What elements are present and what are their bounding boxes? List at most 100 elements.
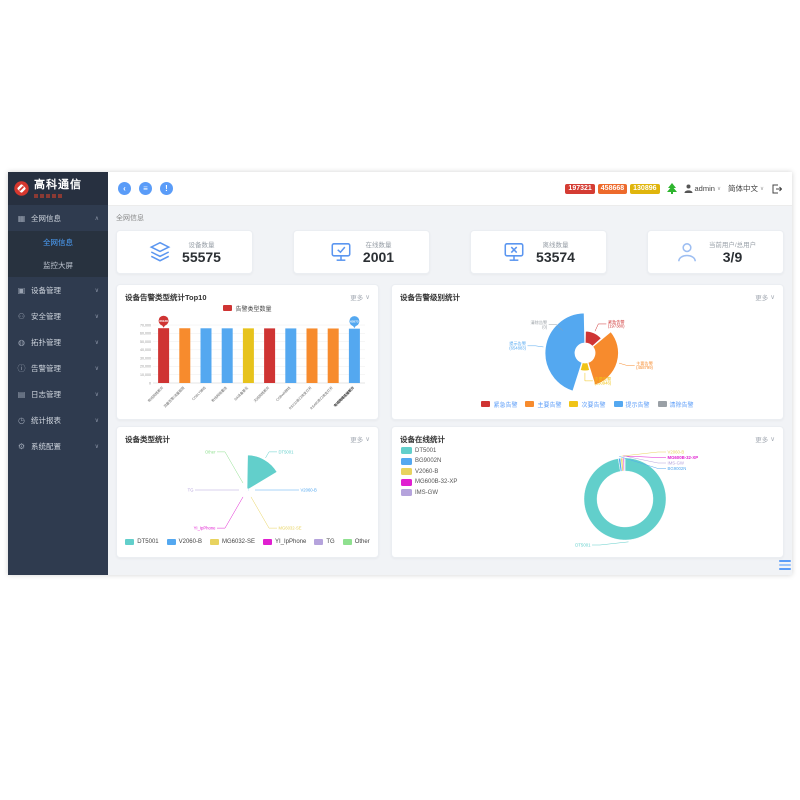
svg-text:有线网络重连: 有线网络重连 bbox=[210, 385, 228, 403]
monitor-check-icon bbox=[331, 243, 351, 261]
device-type-legend-item[interactable]: MG6032-SE bbox=[209, 539, 255, 545]
alarm-level-legend-item[interactable]: 主要告警 bbox=[525, 400, 561, 409]
info-icon: ⓘ bbox=[17, 363, 26, 373]
alarm-count-badge-2[interactable]: 130896 bbox=[630, 183, 660, 194]
back-button[interactable]: ‹ bbox=[118, 182, 131, 195]
svg-text:DT5001: DT5001 bbox=[575, 542, 591, 547]
legend-swatch bbox=[166, 539, 176, 545]
sidebar-item-5[interactable]: ▤ 日志管理 ∨ bbox=[17, 389, 99, 399]
svg-text:50,000: 50,000 bbox=[140, 340, 151, 344]
legend-swatch bbox=[525, 401, 535, 407]
device-type-legend-item[interactable]: DT5001 bbox=[125, 539, 159, 545]
device-type-legend-item[interactable]: V2060-B bbox=[166, 539, 202, 545]
legend-swatch bbox=[342, 539, 352, 545]
alert-button[interactable]: ! bbox=[160, 182, 173, 195]
chevron-down-icon: ∨ bbox=[94, 339, 99, 346]
stat-value: 55575 bbox=[182, 248, 221, 265]
alarm-count-badge-0[interactable]: 197321 bbox=[565, 183, 595, 194]
legend-swatch bbox=[401, 489, 412, 496]
svg-text:TG: TG bbox=[188, 487, 194, 492]
svg-text:(197380): (197380) bbox=[608, 324, 625, 329]
alarm-level-legend: 紧急告警 主要告警 次要告警 提示告警 清除告警 bbox=[400, 399, 775, 409]
device-type-legend: DT5001 V2060-B MG6032-SE YI_IpPhone TG Other bbox=[125, 537, 370, 547]
legend-swatch bbox=[401, 457, 412, 465]
device-online-legend-item[interactable]: IMS-GW bbox=[401, 489, 457, 496]
more-link[interactable]: 更多 ∨ bbox=[350, 436, 370, 444]
topbar: ‹ ≡! 197321 458668 130896 admin ∨ bbox=[108, 172, 792, 206]
layers-icon bbox=[149, 241, 171, 262]
svg-text:流量告警/流量超限: 流量告警/流量超限 bbox=[162, 385, 186, 409]
user-menu[interactable]: admin ∨ bbox=[684, 184, 721, 193]
chevron-down-icon: ∨ bbox=[94, 391, 99, 398]
float-list-icon[interactable] bbox=[779, 560, 791, 570]
sidebar-item-1[interactable]: ▣ 设备管理 ∨ bbox=[17, 285, 99, 295]
svg-text:IMS-GW: IMS-GW bbox=[668, 460, 685, 465]
tree-icon[interactable] bbox=[666, 183, 677, 194]
more-link[interactable]: 更多 ∨ bbox=[350, 294, 370, 302]
more-link[interactable]: 更多 ∨ bbox=[755, 294, 775, 302]
alarm-level-legend-item[interactable]: 次要告警 bbox=[569, 400, 606, 409]
sidebar-menu: ▦ 全网信息 ∧ 全网信息监控大屏 ▣ 设备管理 ∨ ⚇ 安全管理 ∨ ◍ 拓扑管理 ∨ ⓘ 告警管理 ∨ ▤ 日… bbox=[8, 205, 108, 459]
svg-text:40,000: 40,000 bbox=[140, 348, 151, 352]
sidebar-item-2[interactable]: ⚇ 安全管理 ∨ bbox=[17, 311, 99, 321]
svg-text:有线网络连接断开: 有线网络连接断开 bbox=[332, 385, 355, 408]
device-type-legend-item[interactable]: Other bbox=[342, 539, 370, 545]
stat-value: 53574 bbox=[536, 248, 575, 265]
svg-text:次要告警: 次要告警 bbox=[594, 375, 612, 382]
svg-text:0: 0 bbox=[149, 381, 151, 385]
sidebar-item-0[interactable]: ▦ 全网信息 ∧ bbox=[17, 213, 99, 223]
chevron-up-icon: ∧ bbox=[94, 215, 99, 222]
gear-icon: ⚙ bbox=[17, 441, 26, 451]
sidebar-item-6[interactable]: ◷ 统计报表 ∨ bbox=[18, 415, 99, 425]
panel-alarm-type: 设备告警类型统计Top10 更多 ∨ 告警类型数量 0 10,000 20,000 3… bbox=[116, 284, 379, 420]
device-online-legend-item[interactable]: DT5001 bbox=[401, 447, 457, 454]
breadcrumb: 全网信息 bbox=[116, 215, 144, 222]
device-online-legend-item[interactable]: V2060-B bbox=[401, 468, 457, 475]
chevron-down-icon: ∨ bbox=[716, 185, 721, 192]
legend-swatch bbox=[401, 468, 412, 475]
alarm-level-legend-item[interactable]: 提示告警 bbox=[613, 400, 650, 409]
svg-text:(130946): (130946) bbox=[594, 381, 611, 386]
stat-value: 2001 bbox=[362, 248, 395, 265]
sidebar-item-4[interactable]: ⓘ 告警管理 ∨ bbox=[17, 363, 100, 373]
language-selector[interactable]: 简体中文 ∨ bbox=[728, 183, 764, 194]
device-online-legend-item[interactable]: BG9002N bbox=[401, 457, 457, 465]
stat-label: 当前用户/总用户 bbox=[708, 241, 757, 249]
sidebar-subitem-0-0[interactable]: 全网信息 bbox=[43, 238, 73, 247]
svg-text:10,000: 10,000 bbox=[140, 373, 151, 377]
svg-text:BG9002N: BG9002N bbox=[668, 466, 687, 471]
chevron-down-icon: ∨ bbox=[94, 313, 99, 320]
device-icon: ▣ bbox=[17, 285, 26, 295]
chevron-down-icon: ∨ bbox=[94, 417, 99, 424]
alarm-level-legend-item[interactable]: 紧急告警 bbox=[481, 400, 517, 409]
monitor-x-icon bbox=[504, 243, 524, 261]
main-content: 全网信息 设备数量 55575 bbox=[108, 206, 792, 575]
sidebar-subitem-0-1[interactable]: 监控大屏 bbox=[43, 261, 73, 270]
svg-text:65573: 65573 bbox=[350, 319, 359, 323]
svg-text:主要告警: 主要告警 bbox=[636, 360, 654, 367]
logout-icon[interactable] bbox=[771, 184, 782, 194]
chevron-down-icon: ∨ bbox=[759, 185, 764, 192]
menu-button[interactable]: ≡ bbox=[139, 182, 152, 195]
globe-icon: ◍ bbox=[18, 337, 25, 347]
stat-card-offline: 离线数量 53574 bbox=[470, 230, 607, 274]
alarm-count-badge-1[interactable]: 458668 bbox=[597, 183, 628, 194]
grid-icon: ▦ bbox=[17, 213, 26, 223]
legend-swatch bbox=[657, 401, 667, 407]
device-online-legend-item[interactable]: MG600B-32-XP bbox=[401, 478, 457, 486]
device-type-legend-item[interactable]: TG bbox=[314, 539, 335, 545]
device-type-legend-item[interactable]: YI_IpPhone bbox=[263, 539, 306, 545]
more-link[interactable]: 更多 ∨ bbox=[755, 436, 775, 444]
svg-text:V2060-B: V2060-B bbox=[668, 449, 685, 454]
svg-text:66138: 66138 bbox=[159, 319, 168, 323]
svg-text:清除告警: 清除告警 bbox=[530, 319, 548, 326]
sidebar-item-7[interactable]: ⚙ 系统配置 ∨ bbox=[17, 441, 99, 451]
stat-label: 离线数量 bbox=[542, 241, 569, 249]
panel-title: 设备在线统计 bbox=[400, 434, 445, 444]
language-label: 简体中文 bbox=[727, 184, 758, 193]
svg-text:紧急告警: 紧急告警 bbox=[608, 318, 626, 325]
bar-legend-item[interactable]: 告警类型数量 bbox=[223, 304, 272, 313]
alarm-level-legend-item[interactable]: 清除告警 bbox=[657, 400, 694, 409]
legend-swatch bbox=[125, 539, 135, 545]
sidebar-item-3[interactable]: ◍ 拓扑管理 ∨ bbox=[18, 337, 99, 347]
